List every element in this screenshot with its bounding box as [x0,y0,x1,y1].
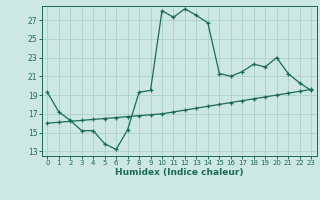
X-axis label: Humidex (Indice chaleur): Humidex (Indice chaleur) [115,168,244,177]
